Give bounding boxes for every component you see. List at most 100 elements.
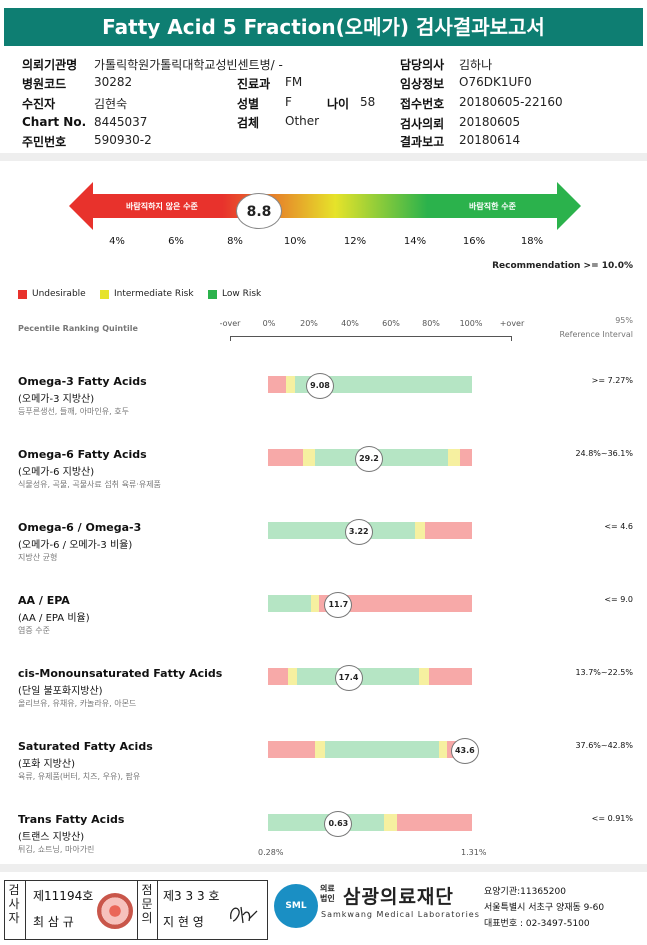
row-description: 염증 수준 bbox=[18, 626, 50, 635]
examiner-vertical: 검 사 자 bbox=[7, 883, 21, 925]
row-reference: <= 9.0 bbox=[604, 595, 633, 604]
box-divider bbox=[25, 881, 26, 939]
bar-segment bbox=[268, 741, 315, 758]
row-title: Omega-6 Fatty Acids bbox=[18, 448, 147, 461]
bar-segment bbox=[294, 376, 472, 393]
address: 서울특별시 서초구 양재동 9-60 bbox=[484, 903, 605, 913]
brand-prefix: 의료 법인 bbox=[320, 884, 335, 904]
trans-scale-left: 0.28% bbox=[258, 848, 284, 857]
bar-segment bbox=[314, 741, 326, 758]
legend-label: Intermediate Risk bbox=[114, 289, 194, 299]
bar-segment bbox=[429, 668, 472, 685]
brand-name: 삼광의료재단 bbox=[343, 886, 454, 908]
scale-label: 60% bbox=[382, 319, 400, 328]
value-marker: 0.63 bbox=[324, 811, 353, 837]
legend-swatch bbox=[208, 289, 217, 299]
gauge-tick: 4% bbox=[109, 236, 125, 247]
value-marker: 17.4 bbox=[334, 665, 363, 691]
bar-segment bbox=[414, 522, 426, 539]
percentile-bar bbox=[268, 376, 472, 393]
row-description: 올리브유, 유채유, 카놀라유, 아몬드 bbox=[18, 699, 137, 708]
row-subtitle: (오메가-3 지방산) bbox=[18, 394, 95, 405]
approver-name: 지 현 영 bbox=[163, 915, 204, 929]
scale-label: 80% bbox=[422, 319, 440, 328]
legend-swatch bbox=[100, 289, 109, 299]
scale-label: 20% bbox=[300, 319, 318, 328]
row-description: 육류, 유제품(버터, 치즈, 우유), 팜유 bbox=[18, 772, 141, 781]
gauge-tick: 12% bbox=[343, 236, 367, 247]
facility-code: 요양기관:11365200 bbox=[484, 887, 566, 897]
scale-label: -over bbox=[219, 319, 241, 328]
bar-segment bbox=[439, 741, 448, 758]
doctor-label: 담당의사 bbox=[400, 58, 445, 72]
scale-label: 0% bbox=[262, 319, 276, 328]
bar-segment bbox=[268, 668, 289, 685]
bar-segment bbox=[268, 376, 287, 393]
row-subtitle: (포화 지방산) bbox=[18, 759, 75, 770]
legend-undesirable: Undesirable bbox=[18, 289, 86, 299]
collector-label: 수진자 bbox=[22, 97, 56, 111]
bar-segment bbox=[286, 376, 295, 393]
legend-label: Undesirable bbox=[32, 289, 86, 299]
bar-segment bbox=[459, 449, 472, 466]
row-subtitle: (트랜스 지방산) bbox=[18, 832, 85, 843]
clinical-value: O76DK1UF0 bbox=[459, 75, 532, 89]
row-title: Omega-3 Fatty Acids bbox=[18, 375, 147, 388]
legend-swatch bbox=[18, 289, 27, 299]
phone: 대표번호 : 02-3497-5100 bbox=[484, 919, 590, 929]
ref-header-1: 95% bbox=[615, 316, 633, 325]
examiner-vert-char: 검 bbox=[8, 883, 20, 897]
request-value: 20180605 bbox=[459, 115, 521, 129]
percentile-bar bbox=[268, 814, 472, 831]
examiner-vert-char: 자 bbox=[8, 911, 20, 925]
recommendation: Recommendation >= 10.0% bbox=[492, 261, 633, 271]
bar-segment bbox=[447, 449, 460, 466]
brand-name-en: Samkwang Medical Laboratories bbox=[321, 910, 480, 919]
footer: 검 사 자 제11194호 최 삼 규 점 문 의 제3 3 3 호 지 현 영… bbox=[0, 872, 647, 945]
examiner-vert-char: 사 bbox=[8, 897, 20, 911]
bar-segment bbox=[288, 668, 297, 685]
row-description: 지방산 균형 bbox=[18, 553, 58, 562]
institution-value: 가톨릭학원가톨릭대학교성빈센트병/ - bbox=[94, 58, 283, 72]
approver-vert-char: 의 bbox=[141, 911, 153, 925]
omega-index-gauge bbox=[69, 182, 581, 230]
row-description: 식물성유, 곡물, 곡물사료 섭취 육류·유제품 bbox=[18, 480, 161, 489]
gauge-tick: 18% bbox=[520, 236, 544, 247]
chart-label: Chart No. bbox=[22, 115, 87, 129]
row-subtitle: (오메가-6 지방산) bbox=[18, 467, 95, 478]
row-reference: <= 4.6 bbox=[604, 522, 633, 531]
scale-label: 40% bbox=[341, 319, 359, 328]
resident-value: 590930-2 bbox=[94, 133, 152, 147]
value-marker: 11.7 bbox=[324, 592, 353, 618]
sex-value: F bbox=[285, 95, 292, 109]
row-subtitle: (오메가-6 / 오메가-3 비율) bbox=[18, 540, 133, 551]
gauge-tick: 16% bbox=[462, 236, 486, 247]
row-reference: 37.6%~42.8% bbox=[575, 741, 633, 750]
bar-segment bbox=[425, 522, 472, 539]
receipt-label: 접수번호 bbox=[400, 97, 445, 111]
percentile-bar bbox=[268, 522, 472, 539]
row-title: Saturated Fatty Acids bbox=[18, 740, 153, 753]
hospital-code-label: 병원코드 bbox=[22, 77, 67, 91]
percentile-bar bbox=[268, 741, 472, 758]
row-subtitle: (단일 불포화지방산) bbox=[18, 686, 103, 697]
bar-segment bbox=[310, 595, 319, 612]
section-divider bbox=[0, 153, 647, 161]
percentile-header: Pecentile Ranking Quintile bbox=[18, 324, 138, 333]
row-reference: <= 0.91% bbox=[591, 814, 633, 823]
row-title: AA / EPA bbox=[18, 594, 70, 607]
scale-label: 100% bbox=[459, 319, 483, 328]
approver-vert-char: 점 bbox=[141, 883, 153, 897]
box-divider bbox=[137, 881, 138, 939]
row-title: Trans Fatty Acids bbox=[18, 813, 125, 826]
hospital-code-value: 30282 bbox=[94, 75, 133, 89]
resident-label: 주민번호 bbox=[22, 135, 67, 149]
row-title: Omega-6 / Omega-3 bbox=[18, 521, 142, 534]
axis-tick bbox=[230, 336, 231, 341]
examiner-license: 제11194호 bbox=[33, 889, 94, 903]
specimen-label: 검체 bbox=[237, 116, 260, 130]
scale-label: +over bbox=[499, 319, 525, 328]
report-title: Fatty Acid 5 Fraction(오메가) 검사결과보고서 bbox=[4, 8, 643, 46]
bar-segment bbox=[384, 814, 397, 831]
bar-segment bbox=[268, 449, 303, 466]
